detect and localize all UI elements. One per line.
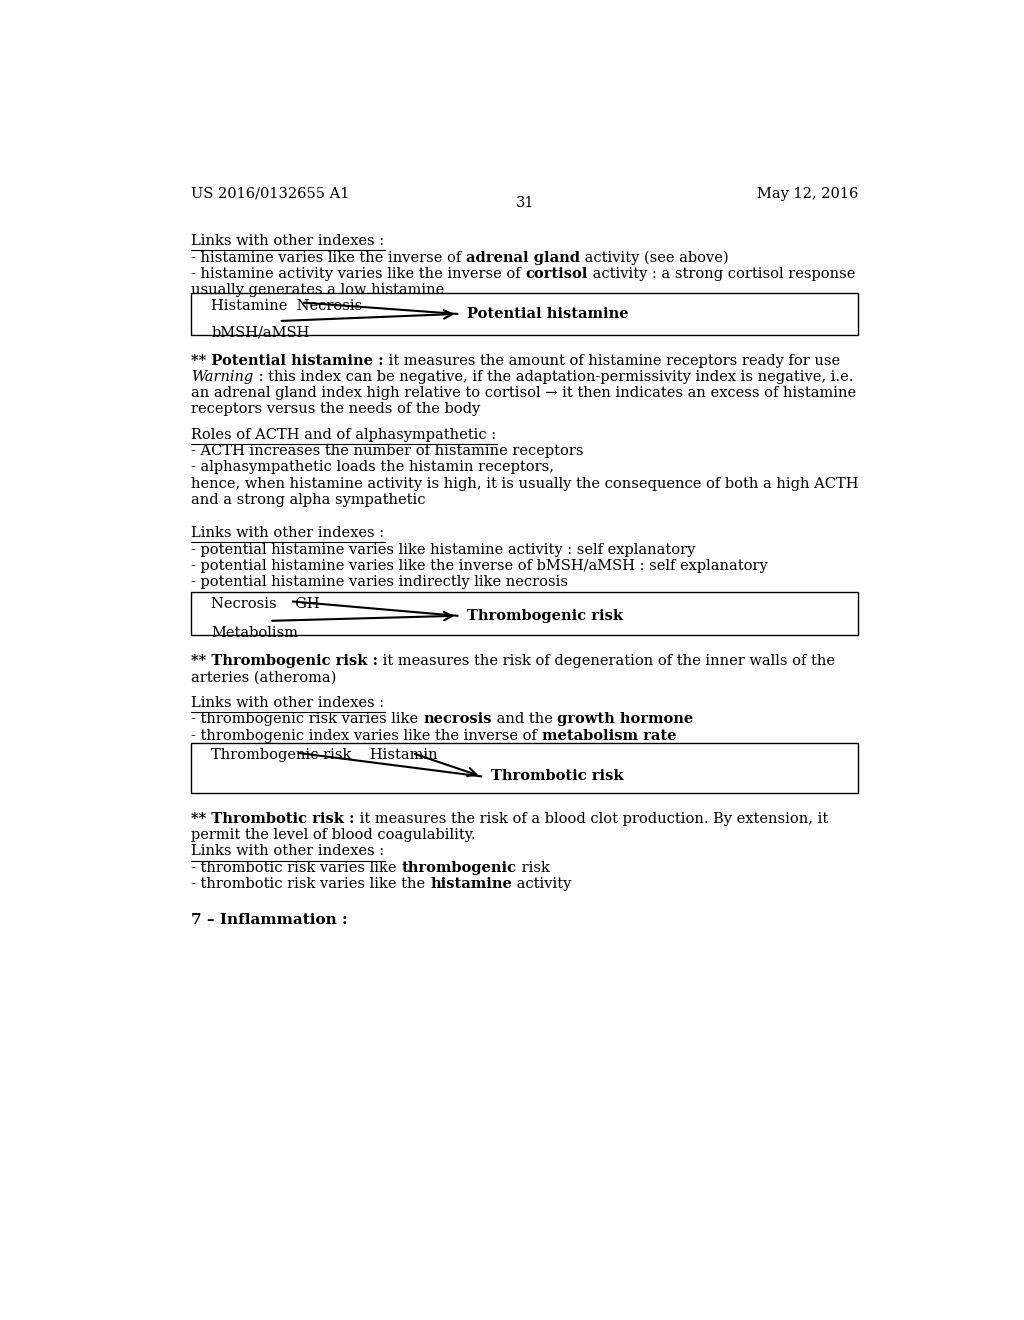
Text: US 2016/0132655 A1: US 2016/0132655 A1	[191, 187, 350, 201]
Text: and the: and the	[492, 713, 557, 726]
Text: Thrombotic risk: Thrombotic risk	[490, 770, 624, 783]
Text: - thrombogenic risk varies like: - thrombogenic risk varies like	[191, 713, 423, 726]
Text: bMSH/aMSH: bMSH/aMSH	[211, 325, 309, 339]
Text: - potential histamine varies indirectly like necrosis: - potential histamine varies indirectly …	[191, 576, 568, 589]
Text: Links with other indexes :: Links with other indexes :	[191, 527, 385, 540]
Text: thrombogenic: thrombogenic	[401, 861, 517, 875]
Text: permit the level of blood coagulability.: permit the level of blood coagulability.	[191, 828, 476, 842]
Text: - thrombogenic index varies like the inverse of: - thrombogenic index varies like the inv…	[191, 729, 542, 743]
FancyBboxPatch shape	[191, 743, 858, 792]
Text: cortisol: cortisol	[525, 267, 588, 281]
Text: - potential histamine varies like the inverse of bMSH/aMSH : self explanatory: - potential histamine varies like the in…	[191, 558, 768, 573]
Text: ** Potential histamine :: ** Potential histamine :	[191, 354, 384, 367]
Text: activity: activity	[512, 876, 571, 891]
Text: usually generates a low histamine: usually generates a low histamine	[191, 284, 444, 297]
Text: - histamine activity varies like the inverse of: - histamine activity varies like the inv…	[191, 267, 525, 281]
Text: it measures the amount of histamine receptors ready for use: it measures the amount of histamine rece…	[384, 354, 841, 367]
Text: necrosis: necrosis	[423, 713, 492, 726]
Text: - potential histamine varies like histamine activity : self explanatory: - potential histamine varies like histam…	[191, 543, 696, 557]
Text: it measures the risk of a blood clot production. By extension, it: it measures the risk of a blood clot pro…	[355, 812, 828, 826]
Text: Links with other indexes :: Links with other indexes :	[191, 234, 385, 248]
Text: Warning: Warning	[191, 370, 254, 384]
Text: - ACTH increases the number of histamine receptors: - ACTH increases the number of histamine…	[191, 444, 584, 458]
Text: Thrombogenic risk: Thrombogenic risk	[467, 609, 623, 623]
Text: growth hormone: growth hormone	[557, 713, 693, 726]
FancyBboxPatch shape	[191, 593, 858, 635]
Text: risk: risk	[517, 861, 550, 875]
Text: May 12, 2016: May 12, 2016	[757, 187, 858, 201]
Text: adrenal gland: adrenal gland	[466, 251, 581, 265]
Text: activity : a strong cortisol response: activity : a strong cortisol response	[588, 267, 855, 281]
FancyBboxPatch shape	[191, 293, 858, 335]
Text: receptors versus the needs of the body: receptors versus the needs of the body	[191, 403, 480, 416]
Text: histamine: histamine	[430, 876, 512, 891]
Text: - histamine varies like the inverse of: - histamine varies like the inverse of	[191, 251, 466, 265]
Text: Links with other indexes :: Links with other indexes :	[191, 696, 385, 710]
Text: arteries (atheroma): arteries (atheroma)	[191, 671, 337, 685]
Text: - thrombotic risk varies like the: - thrombotic risk varies like the	[191, 876, 430, 891]
Text: metabolism rate: metabolism rate	[542, 729, 677, 743]
Text: Histamine  Necrosis: Histamine Necrosis	[211, 298, 362, 313]
Text: 31: 31	[515, 195, 535, 210]
Text: it measures the risk of degeneration of the inner walls of the: it measures the risk of degeneration of …	[379, 655, 836, 668]
Text: - alphasympathetic loads the histamin receptors,: - alphasympathetic loads the histamin re…	[191, 461, 554, 474]
Text: Potential histamine: Potential histamine	[467, 308, 629, 321]
Text: ** Thrombotic risk :: ** Thrombotic risk :	[191, 812, 355, 826]
Text: an adrenal gland index high relative to cortisol → it then indicates an excess o: an adrenal gland index high relative to …	[191, 385, 857, 400]
Text: Roles of ACTH and of alphasympathetic :: Roles of ACTH and of alphasympathetic :	[191, 428, 497, 442]
Text: Metabolism: Metabolism	[211, 626, 298, 640]
Text: : this index can be negative, if the adaptation-permissivity index is negative, : : this index can be negative, if the ada…	[254, 370, 853, 384]
Text: ** Thrombogenic risk :: ** Thrombogenic risk :	[191, 655, 379, 668]
Text: and a strong alpha sympathetic: and a strong alpha sympathetic	[191, 492, 426, 507]
Text: Thrombogenic risk    Histamin: Thrombogenic risk Histamin	[211, 748, 438, 762]
Text: 7 – Inflammation :: 7 – Inflammation :	[191, 912, 348, 927]
Text: Necrosis    GH: Necrosis GH	[211, 598, 319, 611]
Text: - thrombotic risk varies like: - thrombotic risk varies like	[191, 861, 401, 875]
Text: hence, when histamine activity is high, it is usually the consequence of both a : hence, when histamine activity is high, …	[191, 477, 859, 491]
Text: Links with other indexes :: Links with other indexes :	[191, 845, 385, 858]
Text: activity (see above): activity (see above)	[581, 251, 729, 265]
